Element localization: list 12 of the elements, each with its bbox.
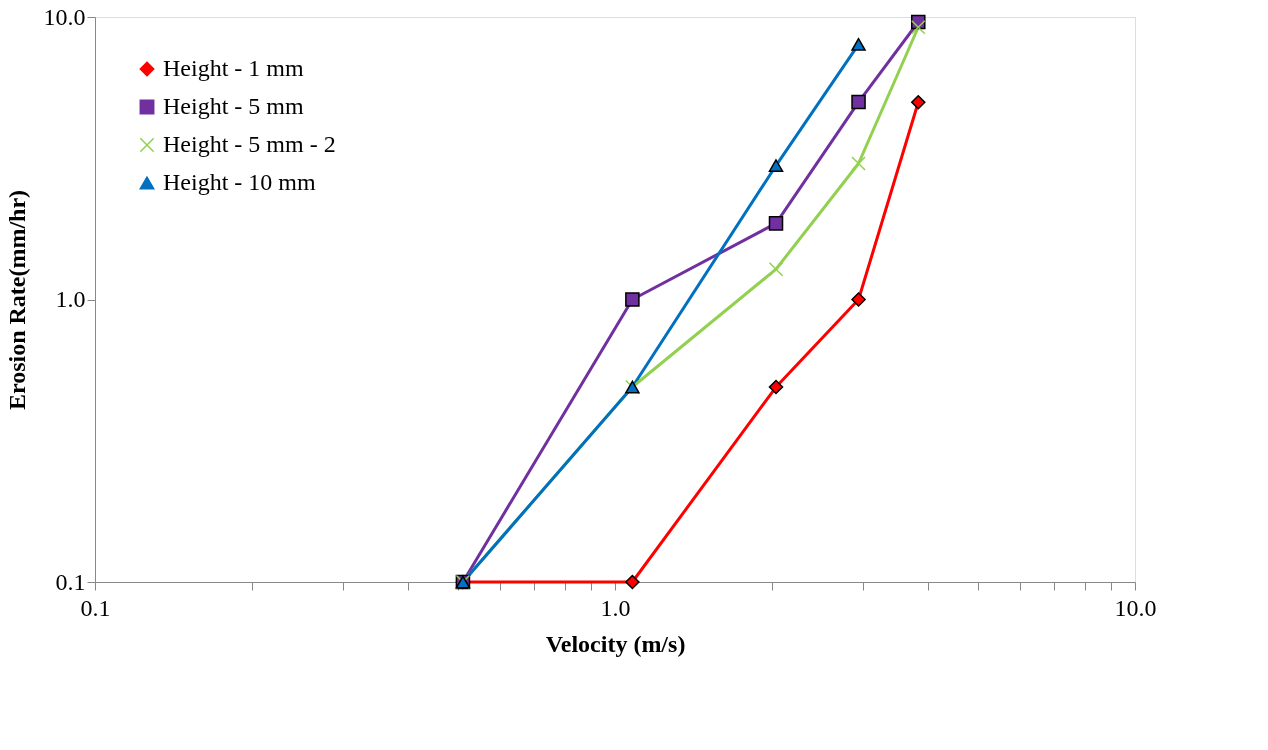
legend-label: Height - 5 mm <box>163 93 304 119</box>
x-tick-label: 10.0 <box>1114 594 1157 621</box>
legend-label: Height - 5 mm - 2 <box>163 131 336 157</box>
x-tick-label: 0.1 <box>80 594 111 621</box>
y-axis-title: Erosion Rate(mm/hr) <box>3 189 30 411</box>
x-axis-title: Velocity (m/s) <box>545 630 686 657</box>
y-tick-label: 10.0 <box>43 3 86 30</box>
y-tick-label: 1.0 <box>55 286 86 312</box>
legend-label: Height - 1 mm <box>163 55 304 81</box>
legend-label: Height - 10 mm <box>163 169 316 195</box>
y-tick-label: 0.1 <box>55 568 86 595</box>
x-tick-label: 1.0 <box>600 594 631 621</box>
